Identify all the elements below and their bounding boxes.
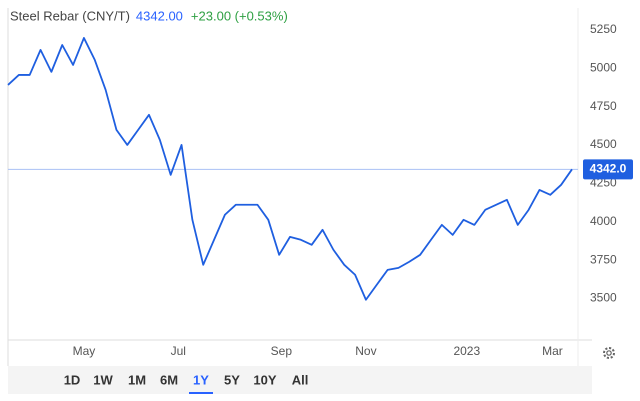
range-button[interactable]: 1M [128, 372, 146, 387]
settings-icon[interactable] [603, 347, 615, 359]
range-button[interactable]: 1W [93, 372, 113, 387]
y-tick-label: 3750 [590, 252, 617, 266]
last-value-tag [583, 159, 633, 180]
range-button[interactable]: All [292, 372, 309, 387]
price-line [7, 37, 573, 301]
price: 4342.00 [136, 8, 183, 23]
x-tick-label: 2023 [453, 344, 480, 358]
range-bar [8, 366, 592, 394]
range-button[interactable]: 5Y [224, 372, 240, 387]
last-value-label: 4342.0 [590, 161, 627, 175]
x-tick-label: Nov [355, 344, 376, 358]
y-tick-label: 4500 [590, 137, 617, 151]
range-button[interactable]: 6M [160, 372, 178, 387]
y-tick-label: 3500 [590, 291, 617, 305]
range-button[interactable]: 1D [64, 372, 81, 387]
chart-title: Steel Rebar (CNY/T) [10, 8, 130, 23]
x-tick-label: May [73, 344, 96, 358]
y-tick-label: 4000 [590, 214, 617, 228]
range-button[interactable]: 10Y [253, 372, 276, 387]
price-change: +23.00 (+0.53%) [191, 8, 288, 23]
y-tick-label: 5250 [590, 22, 617, 36]
x-tick-label: Mar [542, 344, 563, 358]
y-tick-label: 5000 [590, 60, 617, 74]
x-tick-label: Sep [271, 344, 293, 358]
range-button[interactable]: 1Y [193, 372, 209, 387]
x-tick-label: Jul [171, 344, 186, 358]
y-tick-label: 4750 [590, 99, 617, 113]
